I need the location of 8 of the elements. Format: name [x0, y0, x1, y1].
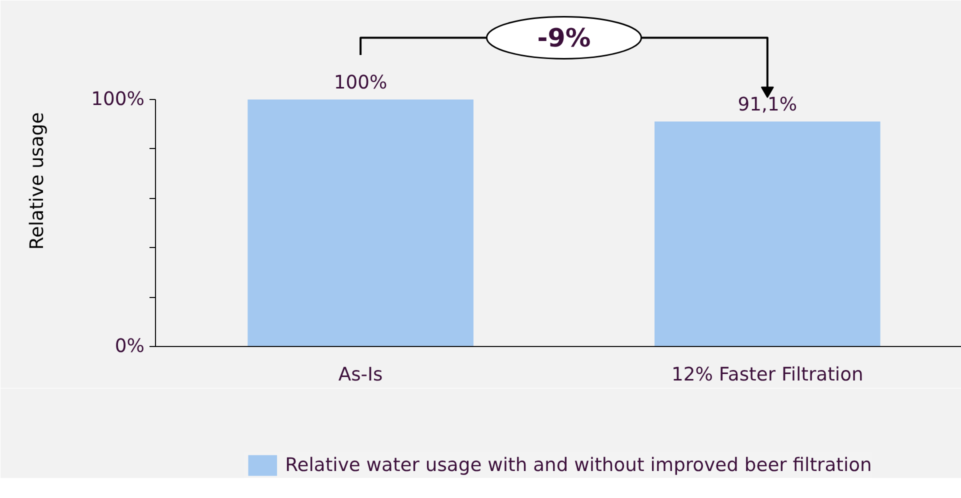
y-axis-title: Relative usage	[27, 112, 48, 250]
data-label: 91,1%	[738, 94, 798, 116]
data-label: 100%	[334, 72, 388, 94]
legend-label: Relative water usage with and without improved beer filtration	[285, 454, 872, 476]
x-tick-label: 12% Faster Filtration	[672, 364, 864, 386]
x-tick-label: As-Is	[338, 364, 383, 386]
y-tick-label: 0%	[114, 336, 145, 357]
text: -9%	[537, 22, 591, 53]
